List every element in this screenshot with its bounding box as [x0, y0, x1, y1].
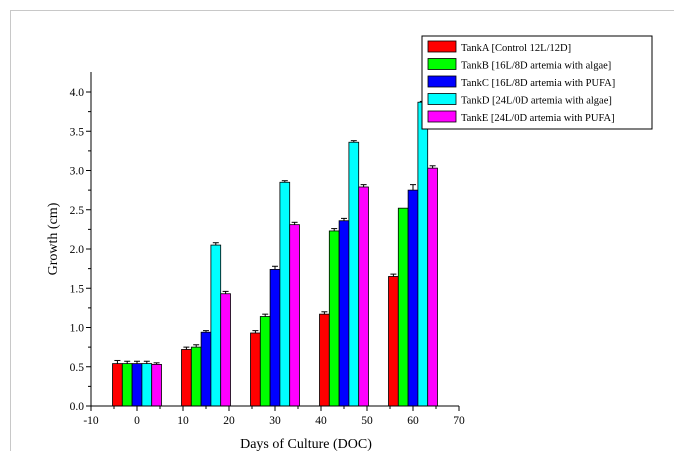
bar: [358, 186, 369, 407]
bar: [259, 316, 271, 407]
bar: [210, 244, 222, 407]
bar: [279, 181, 291, 407]
x-tick-label: 50: [361, 415, 373, 427]
chart-frame: [10, 10, 674, 451]
bar: [269, 269, 281, 407]
bar: [112, 363, 123, 407]
bar: [407, 189, 419, 407]
legend-swatch: [427, 93, 457, 105]
y-tick-label: 3.0: [70, 166, 85, 178]
error-bars-layer: [114, 100, 436, 365]
bar: [200, 331, 212, 407]
legend-label: TankA [Control 12L/12D]: [461, 43, 571, 54]
y-tick-label: 2.5: [70, 205, 85, 217]
bar: [328, 230, 340, 407]
bar: [190, 346, 202, 407]
x-tick-label: 20: [223, 415, 235, 427]
y-tick-label: 1.0: [70, 323, 85, 335]
bar: [141, 363, 153, 407]
bar: [388, 276, 399, 407]
x-tick-label: 30: [269, 415, 281, 427]
bars-layer: [112, 101, 438, 407]
legend-label: TankC [16L/8D artemia with PUFA]: [461, 78, 615, 89]
y-tick-label: 1.5: [70, 283, 85, 295]
bar: [397, 207, 409, 407]
x-tick-label: 10: [177, 415, 189, 427]
legend: TankA [Control 12L/12D] TankB [16L/8D art…: [421, 35, 653, 130]
y-ticks: 0.0 0.5 1.0 1.5 2.0 2.5 3.0 3.5 4.0: [70, 87, 91, 413]
x-tick-label: 0: [134, 415, 140, 427]
bar: [131, 363, 143, 407]
x-tick-label: 40: [315, 415, 327, 427]
bar: [417, 101, 429, 407]
legend-label: TankD [24L/0D artemia with algae]: [461, 96, 612, 107]
bar: [181, 349, 192, 407]
bar: [121, 363, 133, 407]
y-axis-title: Growth (cm): [46, 202, 61, 275]
bar: [348, 141, 360, 407]
bar: [250, 332, 261, 407]
bar: [319, 313, 330, 407]
legend-swatch: [427, 40, 457, 53]
legend-swatch: [427, 110, 457, 123]
legend-swatch: [427, 58, 457, 70]
y-tick-label: 4.0: [70, 87, 85, 99]
y-tick-label: 0.5: [70, 362, 85, 374]
x-tick-label: 60: [407, 415, 419, 427]
bar: [338, 220, 350, 407]
x-axis-title: Days of Culture (DOC): [240, 437, 372, 452]
bar: [151, 363, 162, 407]
bar: [220, 293, 231, 407]
bar: [427, 167, 438, 407]
y-tick-label: 3.5: [70, 126, 85, 138]
legend-label: TankE [24L/0D artemia with PUFA]: [461, 113, 615, 124]
x-ticks: -10 0 10 20 30 40 50 60 70: [83, 406, 465, 427]
bar: [289, 224, 300, 407]
legend-box: [421, 35, 653, 130]
x-tick-label: 70: [453, 415, 465, 427]
legend-label: TankB [16L/8D artemia with algae]: [461, 61, 611, 72]
legend-swatch: [427, 75, 457, 88]
y-tick-label: 2.0: [70, 244, 85, 256]
x-tick-label: -10: [83, 415, 99, 427]
y-tick-label: 0.0: [70, 401, 85, 413]
